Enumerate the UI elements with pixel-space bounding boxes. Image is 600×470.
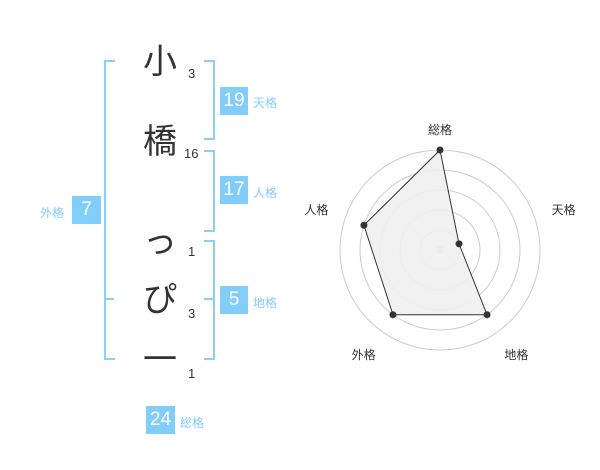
- radar-point: [389, 311, 397, 319]
- radar-axis-label: 人格: [304, 202, 328, 217]
- radar-axis-label: 総格: [428, 122, 452, 137]
- name-char: ぴ: [143, 280, 177, 320]
- chikaku-value: 5: [220, 286, 248, 314]
- jinkaku-value: 17: [220, 176, 248, 204]
- jinkaku-label: 人格: [253, 186, 278, 200]
- gaikaku-bracket-tick: [104, 298, 114, 300]
- radar-area: [363, 148, 488, 316]
- jinkaku-bracket: [204, 150, 215, 232]
- radar-axis-label: 外格: [352, 347, 376, 362]
- radar-axis-label: 地格: [504, 347, 528, 362]
- gaikaku-value: 7: [72, 196, 101, 224]
- chikaku-bracket: [204, 240, 215, 360]
- stroke-count: 16: [184, 146, 199, 161]
- name-char: っ: [143, 222, 177, 262]
- gaikaku-label: 外格: [40, 206, 65, 220]
- name-char: 小: [143, 42, 177, 82]
- name-char: 一: [143, 340, 177, 380]
- radar-axis-label: 天格: [552, 202, 576, 217]
- stroke-count: 3: [188, 66, 196, 81]
- tenkaku-bracket: [204, 60, 215, 140]
- tenkaku-value: 19: [220, 87, 248, 115]
- stroke-count: 3: [188, 306, 196, 321]
- tenkaku-label: 天格: [253, 96, 278, 110]
- chikaku-bracket-tick: [204, 298, 214, 300]
- radar-point: [455, 240, 463, 248]
- chikaku-label: 地格: [253, 296, 278, 310]
- radar-point: [360, 221, 368, 229]
- soukaku-value: 24: [146, 406, 175, 434]
- radar-point: [483, 311, 491, 319]
- name-char: 橋: [143, 122, 177, 162]
- stroke-count: 1: [188, 244, 196, 259]
- gaikaku-bracket: [104, 60, 115, 360]
- stroke-count: 1: [188, 366, 196, 381]
- soukaku-label: 総格: [180, 416, 205, 430]
- radar-point: [436, 146, 444, 154]
